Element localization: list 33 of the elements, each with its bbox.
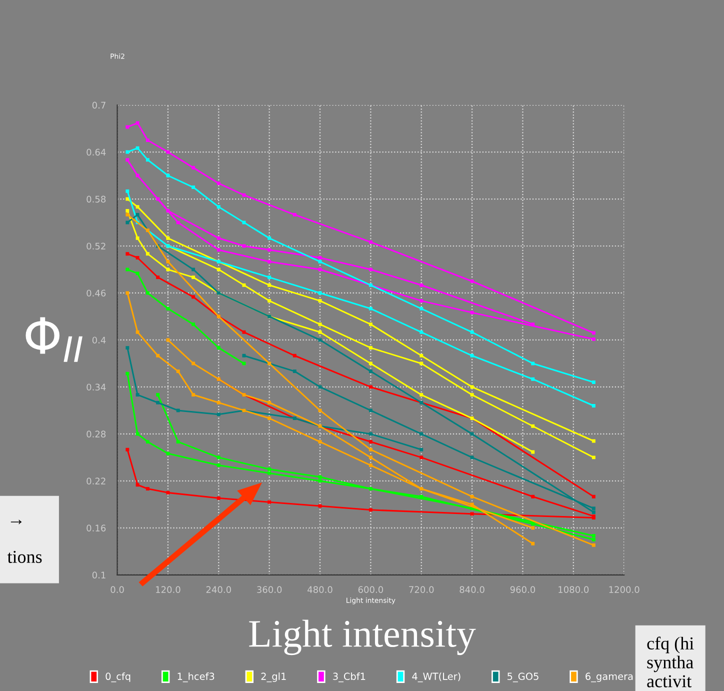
x-tick-label: 720.0 — [409, 586, 434, 594]
y-tick-label: 0.28 — [86, 430, 106, 438]
legend-label: 6_gamera — [586, 672, 633, 682]
y-tick-label: 0.34 — [86, 384, 106, 391]
text: Light intensity — [249, 620, 476, 656]
x-tick-label: 1080.0 — [558, 586, 589, 594]
y-tick-label: 0.52 — [86, 242, 106, 250]
x-tick-label: 480.0 — [308, 586, 332, 594]
legend-label: 0_cfq — [106, 672, 130, 682]
y-axis-title: Φ$_{II}$ — [26, 317, 82, 362]
y-tick-label: 0.46 — [86, 290, 106, 297]
x-tick-label: 360.0 — [257, 586, 282, 594]
y-tick-label: 0.22 — [86, 478, 106, 484]
y-tick-label: 0.7 — [92, 102, 106, 109]
legend-label: 3_Cbf1 — [333, 672, 366, 682]
x-tick-label: 240.0 — [206, 586, 231, 594]
text: → tions — [7, 520, 42, 563]
x-tick-label: 600.0 — [358, 586, 384, 594]
legend-label: 4_WT(Ler) — [412, 672, 460, 682]
y-tick-label: 0.16 — [86, 524, 106, 532]
y-tick-label: 0.58 — [86, 196, 106, 203]
y-tick-label: 0.64 — [86, 148, 106, 156]
x-tick-label: 120.0 — [156, 586, 180, 594]
text: cfq (hi syntha activit — [647, 636, 694, 688]
x-tick-label: 960.0 — [510, 586, 536, 594]
x-tick-label: 840.0 — [460, 586, 484, 594]
x-tick-label: 1200.0 — [609, 586, 640, 594]
y-tick-label: 0.4 — [92, 336, 106, 344]
y-tick-label: 0.1 — [92, 572, 106, 578]
legend-label: 1_hcef3 — [178, 672, 214, 682]
legend-label: 5_GO5 — [508, 672, 538, 682]
x-tick-label: 0.0 — [110, 586, 124, 594]
legend-label: 2_gl1 — [261, 672, 286, 682]
